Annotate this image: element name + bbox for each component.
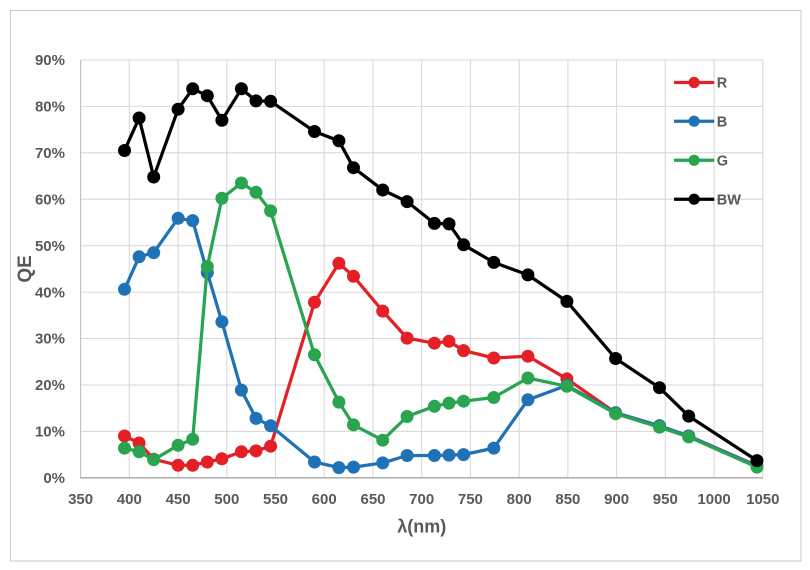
svg-text:BW: BW [717,192,741,208]
svg-text:λ(nm): λ(nm) [397,516,446,536]
svg-text:650: 650 [360,491,385,508]
svg-text:950: 950 [653,491,678,508]
svg-text:500: 500 [214,491,239,508]
svg-text:60%: 60% [35,192,65,209]
svg-text:40%: 40% [35,284,65,301]
svg-text:R: R [717,76,728,92]
svg-text:600: 600 [312,491,337,508]
svg-text:80%: 80% [35,99,65,116]
svg-text:30%: 30% [35,331,65,348]
svg-text:450: 450 [166,491,191,508]
svg-text:750: 750 [458,491,483,508]
svg-text:70%: 70% [35,145,65,162]
svg-text:10%: 10% [35,424,65,441]
svg-text:20%: 20% [35,377,65,394]
svg-text:QE: QE [15,255,36,282]
svg-text:B: B [717,114,727,130]
svg-text:800: 800 [507,491,532,508]
svg-text:0%: 0% [43,470,65,487]
svg-text:700: 700 [409,491,434,508]
svg-text:1000: 1000 [697,491,730,508]
svg-text:90%: 90% [35,52,65,69]
svg-text:850: 850 [555,491,580,508]
svg-text:550: 550 [263,491,288,508]
svg-text:50%: 50% [35,238,65,255]
svg-text:G: G [717,154,728,170]
svg-text:350: 350 [68,491,93,508]
svg-text:900: 900 [604,491,629,508]
svg-text:1050: 1050 [746,491,779,508]
svg-text:400: 400 [117,491,142,508]
